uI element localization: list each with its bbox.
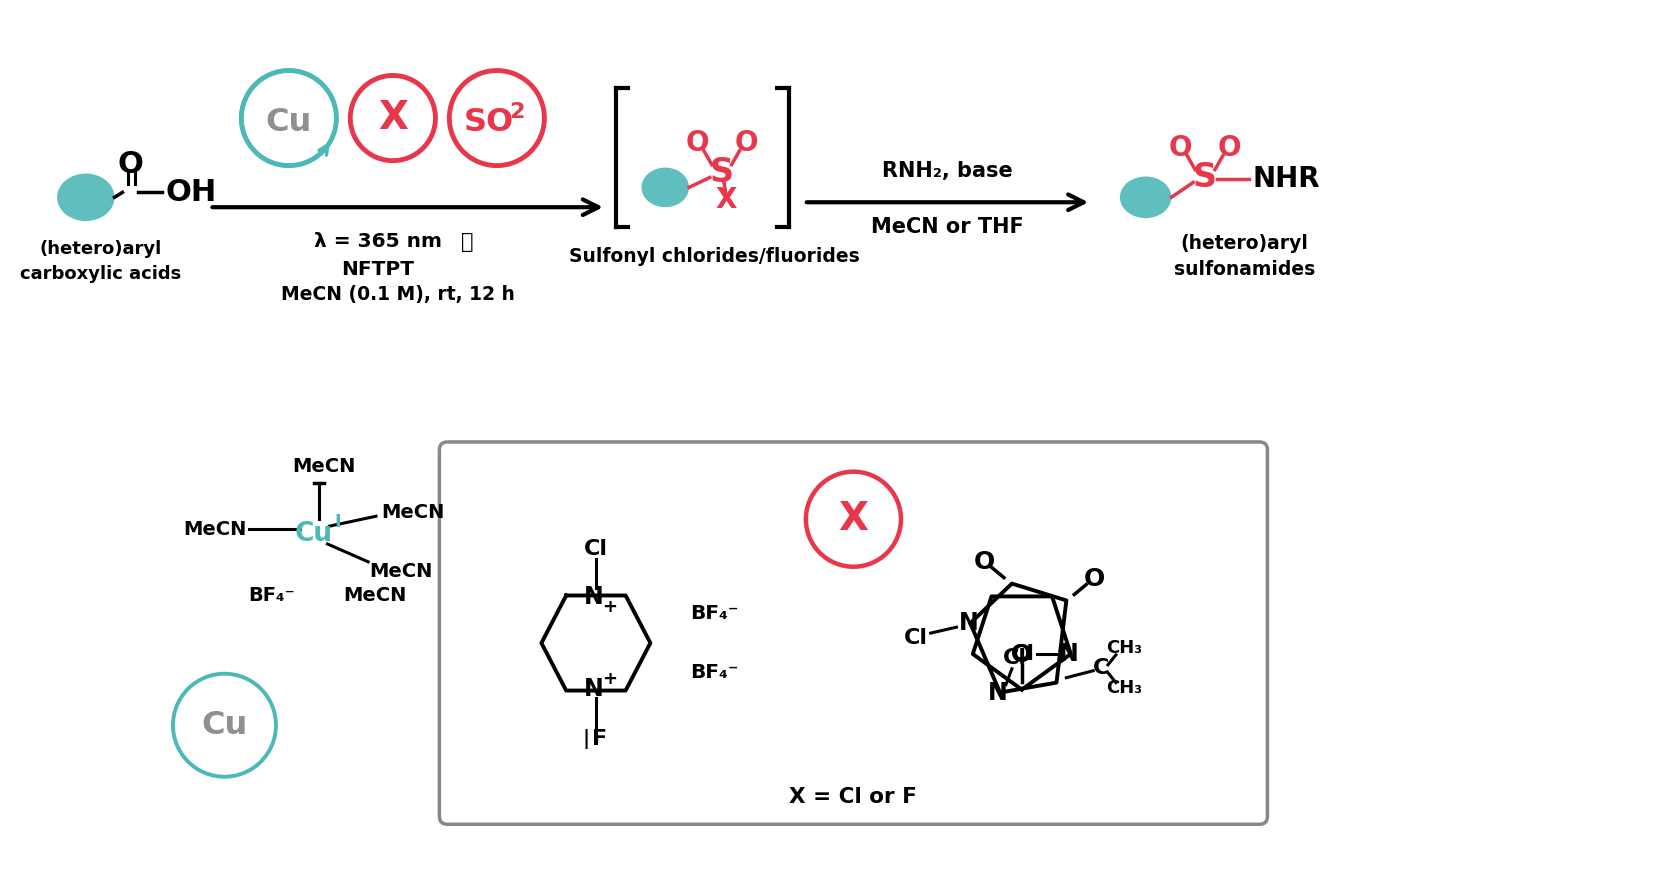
Text: 🔦: 🔦 bbox=[461, 232, 473, 252]
Text: BF₄⁻: BF₄⁻ bbox=[690, 663, 740, 683]
Text: λ = 365 nm: λ = 365 nm bbox=[313, 232, 441, 252]
Text: X: X bbox=[716, 186, 738, 214]
Text: CH₃: CH₃ bbox=[1106, 639, 1141, 657]
Text: 2: 2 bbox=[510, 102, 525, 122]
Text: N: N bbox=[1060, 642, 1078, 666]
Text: (hetero)aryl
sulfonamides: (hetero)aryl sulfonamides bbox=[1175, 234, 1314, 280]
Text: (hetero)aryl
carboxylic acids: (hetero)aryl carboxylic acids bbox=[20, 240, 182, 283]
Text: O: O bbox=[117, 150, 143, 179]
Ellipse shape bbox=[641, 168, 690, 207]
Ellipse shape bbox=[1120, 177, 1171, 218]
Ellipse shape bbox=[57, 174, 115, 221]
Text: SO: SO bbox=[463, 107, 515, 137]
Text: BF₄⁻: BF₄⁻ bbox=[248, 586, 295, 605]
Text: O: O bbox=[1218, 134, 1241, 162]
Text: O: O bbox=[685, 128, 708, 156]
Text: MeCN: MeCN bbox=[370, 562, 433, 581]
Text: I: I bbox=[335, 513, 342, 531]
Text: O: O bbox=[1011, 643, 1033, 667]
Text: Cl: Cl bbox=[1003, 648, 1026, 668]
Text: S: S bbox=[710, 156, 733, 189]
Text: Cl: Cl bbox=[1011, 644, 1035, 664]
Text: X: X bbox=[838, 500, 868, 538]
Text: N: N bbox=[585, 586, 603, 609]
Text: O: O bbox=[1168, 134, 1191, 162]
Text: BF₄⁻: BF₄⁻ bbox=[690, 604, 740, 623]
Text: CH₃: CH₃ bbox=[1106, 678, 1141, 697]
Text: Cl: Cl bbox=[905, 628, 928, 648]
Text: F: F bbox=[593, 729, 608, 749]
Text: NFTPT: NFTPT bbox=[342, 260, 415, 279]
Text: N: N bbox=[585, 676, 603, 701]
Text: +: + bbox=[603, 599, 618, 616]
Text: O: O bbox=[1083, 566, 1105, 591]
Text: Cu: Cu bbox=[265, 107, 312, 137]
Text: Cu: Cu bbox=[202, 710, 248, 741]
Text: +: + bbox=[603, 669, 618, 688]
Text: MeCN: MeCN bbox=[183, 520, 247, 538]
Text: Cu: Cu bbox=[295, 521, 333, 547]
Text: MeCN: MeCN bbox=[382, 503, 445, 522]
Text: X: X bbox=[378, 99, 408, 137]
Text: MeCN: MeCN bbox=[292, 457, 355, 476]
Text: OH: OH bbox=[165, 177, 217, 207]
Text: O: O bbox=[735, 128, 758, 156]
Text: MeCN: MeCN bbox=[343, 586, 407, 605]
Text: O: O bbox=[973, 550, 995, 574]
Text: NHR: NHR bbox=[1253, 165, 1319, 193]
Text: MeCN (0.1 M), rt, 12 h: MeCN (0.1 M), rt, 12 h bbox=[282, 285, 515, 304]
Text: Sulfonyl chlorides/fluorides: Sulfonyl chlorides/fluorides bbox=[570, 247, 860, 267]
Text: RNH₂, base: RNH₂, base bbox=[881, 161, 1013, 181]
Text: Cl: Cl bbox=[583, 539, 608, 558]
Text: N: N bbox=[988, 681, 1008, 704]
Text: X = Cl or F: X = Cl or F bbox=[790, 787, 918, 807]
Text: MeCN or THF: MeCN or THF bbox=[871, 217, 1025, 237]
Text: C: C bbox=[1093, 658, 1110, 677]
Text: |: | bbox=[583, 729, 590, 749]
FancyBboxPatch shape bbox=[440, 442, 1268, 824]
Text: N: N bbox=[958, 611, 978, 635]
Text: S: S bbox=[1193, 161, 1218, 194]
